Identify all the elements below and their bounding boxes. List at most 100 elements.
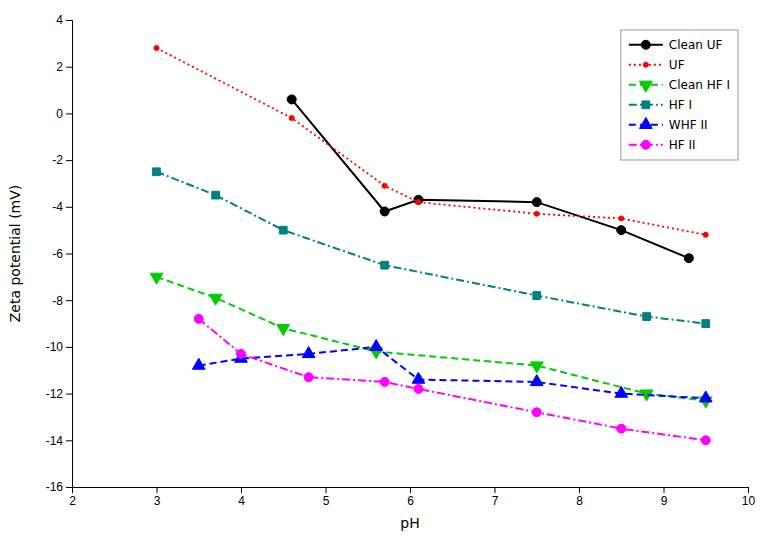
legend-item: HF I [629,98,692,112]
tick-label: 5 [323,494,330,508]
series-marker [532,198,541,207]
tick: 7 [492,487,499,508]
tick: 5 [323,487,330,508]
legend-label: HF I [669,98,692,112]
series-marker [302,347,315,358]
tick-mark [326,487,327,493]
series-line [157,172,706,324]
tick-label: 8 [576,494,583,508]
legend-label: UF [669,58,685,72]
series-marker [236,349,245,358]
tick-mark [664,487,665,493]
series-marker [370,340,383,351]
tick-mark [157,487,158,493]
series-marker [703,232,708,237]
tick-mark [66,113,72,114]
tick: 10 [742,487,756,508]
x-axis-title: pH [400,515,419,531]
series-marker [382,183,387,188]
series-marker [209,294,222,305]
tick: -6 [52,247,72,261]
tick: 9 [661,487,668,508]
plot: 2345678910-16-14-12-10-8-6-4-2024Clean U… [46,13,756,507]
legend: Clean UFUFClean HF IHF IWHF IIHF II [621,30,738,160]
tick-label: 2 [56,60,63,74]
series-marker [643,313,651,321]
legend-label: HF II [669,138,696,152]
tick-mark [66,20,72,21]
tick-mark [66,440,72,441]
tick: 8 [576,487,583,508]
series-marker [533,292,541,300]
tick-label: -16 [46,480,64,494]
legend-marker [639,81,652,92]
series-marker [530,375,543,386]
series-marker [684,254,693,263]
tick: 3 [154,487,161,508]
tick-mark [66,347,72,348]
tick-label: 4 [56,13,63,27]
tick: -16 [46,480,72,494]
axis-line [66,21,73,488]
tick: -8 [52,294,72,308]
tick-label: 0 [56,107,63,121]
series-marker [619,216,624,221]
tick-mark [410,487,411,493]
tick-mark [579,487,580,493]
series-marker [289,116,294,121]
tick: 4 [56,13,72,27]
tick-label: -6 [52,247,63,261]
series-line [199,347,706,398]
axis-line [73,488,749,494]
tick-label: -10 [46,340,64,354]
tick-mark [66,487,72,488]
tick: -12 [46,387,72,401]
chart: 2345678910-16-14-12-10-8-6-4-2024Clean U… [0,0,768,542]
tick-label: 7 [492,494,499,508]
series-marker [277,325,290,336]
tick: 0 [56,107,72,121]
tick-mark [748,487,749,493]
series-line [199,319,706,440]
legend-item: UF [629,58,685,72]
tick: -10 [46,340,72,354]
tick-label: -14 [46,434,64,448]
tick-label: -4 [52,200,63,214]
tick-label: -8 [52,294,63,308]
tick: -2 [52,153,72,167]
series-marker [380,377,389,386]
tick-mark [241,487,242,493]
series-marker [414,384,423,393]
series-marker [150,273,163,284]
tick: -4 [52,200,72,214]
y-axis-title: Zeta potential (mV) [7,185,23,323]
legend-item: Clean UF [629,38,723,52]
tick-label: -2 [52,153,63,167]
series-marker [617,226,626,235]
tick-mark [66,300,72,301]
series-marker [279,226,287,234]
tick-mark [66,394,72,395]
tick: 2 [56,60,72,74]
series-marker [701,436,710,445]
series-marker [380,207,389,216]
legend-marker [641,140,650,149]
series-marker [192,358,205,369]
tick-mark [66,160,72,161]
series-marker [381,261,389,269]
series-marker [212,191,220,199]
tick: -14 [46,434,72,448]
series-marker [615,386,628,397]
legend-marker [642,101,650,109]
series-marker [412,372,425,383]
tick-label: 10 [742,494,756,508]
legend-item: HF II [629,138,696,152]
tick: 4 [238,487,245,508]
tick: 2 [69,487,76,508]
legend-label: Clean HF I [669,78,730,92]
legend-marker [643,62,648,67]
x-axis: 2345678910 [69,487,755,508]
legend-box [621,30,738,160]
series-marker [702,320,710,328]
series-marker [530,362,543,373]
